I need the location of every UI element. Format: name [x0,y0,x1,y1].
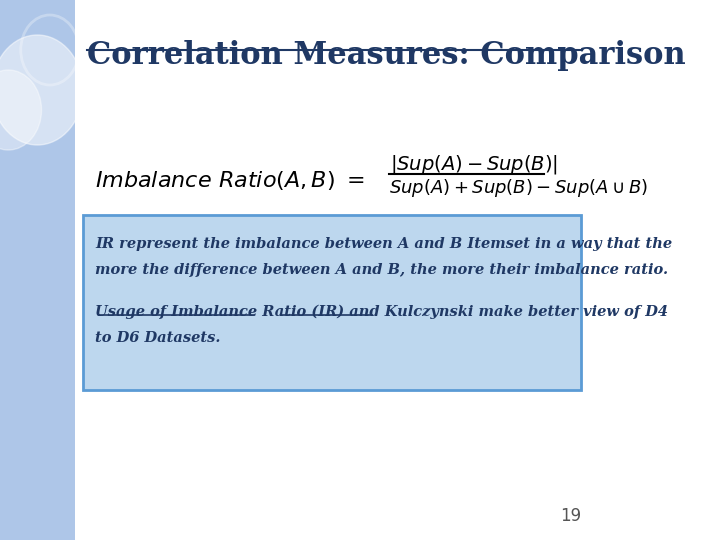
Circle shape [0,35,83,145]
Text: Usage of Imbalance Ratio (IR) and Kulczynski make better view of D4: Usage of Imbalance Ratio (IR) and Kulczy… [96,305,668,319]
Text: Correlation Measures: Comparison: Correlation Measures: Comparison [87,40,686,71]
Text: to D6 Datasets.: to D6 Datasets. [96,331,221,345]
Text: 19: 19 [560,507,581,525]
Text: more the difference between A and B, the more their imbalance ratio.: more the difference between A and B, the… [96,263,669,277]
FancyBboxPatch shape [83,215,581,390]
Text: $\mathit{Imbalance\ Ratio}(A,B)\ =$: $\mathit{Imbalance\ Ratio}(A,B)\ =$ [96,168,365,192]
FancyBboxPatch shape [0,0,75,540]
Text: IR represent the imbalance between A and B Itemset in a way that the: IR represent the imbalance between A and… [96,237,672,251]
Circle shape [0,70,42,150]
Text: $Sup(A)+Sup(B)-Sup(A\cup B)$: $Sup(A)+Sup(B)-Sup(A\cup B)$ [389,177,648,199]
Text: $|Sup(A)-Sup(B)|$: $|Sup(A)-Sup(B)|$ [390,153,558,177]
